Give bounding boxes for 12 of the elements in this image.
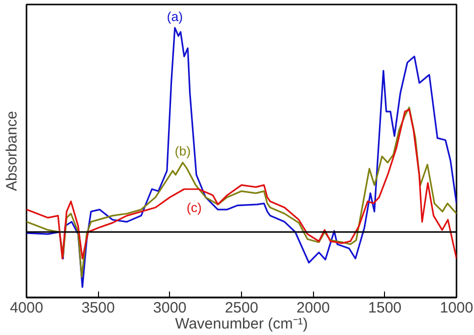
annotation: (b) bbox=[174, 144, 191, 159]
x-tick-label: 2000 bbox=[296, 300, 330, 316]
y-axis-title: Absorbance bbox=[4, 110, 20, 192]
x-axis-title: Wavenumber (cm⁻¹) bbox=[175, 316, 308, 332]
x-tick-label: 1000 bbox=[440, 300, 474, 316]
annotation: (c) bbox=[186, 200, 202, 216]
x-tick-label: 4000 bbox=[10, 300, 44, 316]
x-tick-label: 2500 bbox=[224, 300, 258, 316]
text: (a) bbox=[166, 8, 183, 24]
x-tick-label: 1500 bbox=[368, 300, 402, 316]
x-tick-label: 3500 bbox=[81, 300, 115, 316]
x-tick-label: 3000 bbox=[153, 300, 187, 316]
